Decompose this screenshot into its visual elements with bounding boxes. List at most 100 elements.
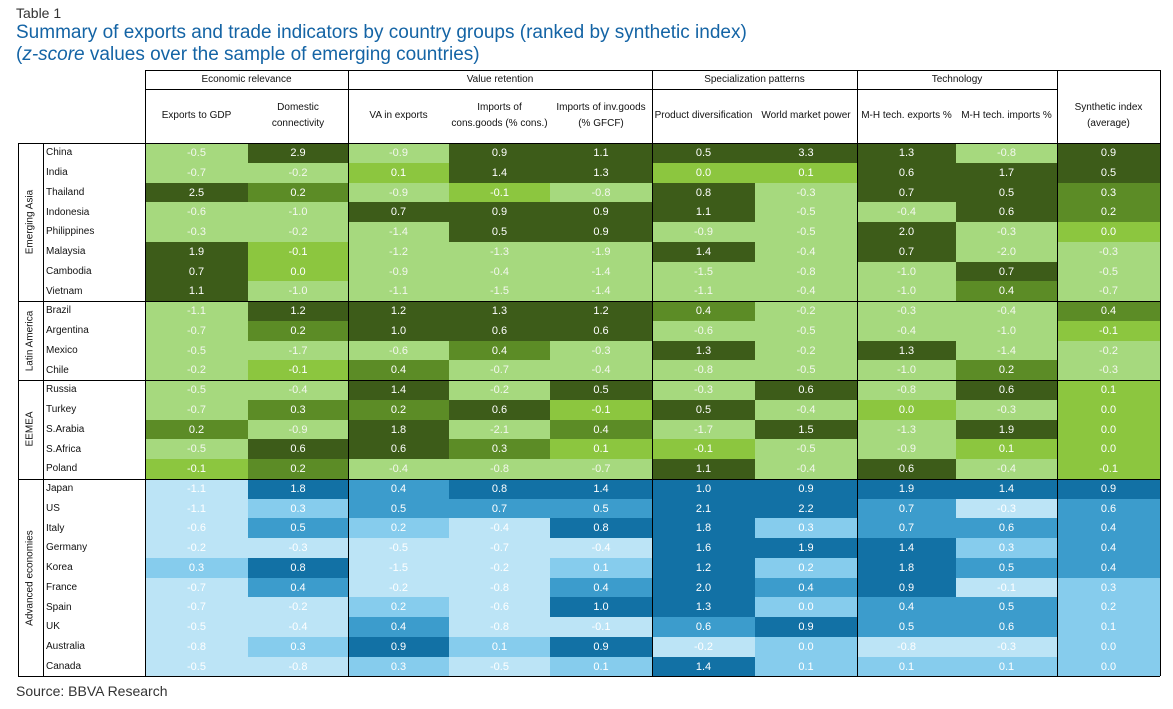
table-cell: 0.6 bbox=[652, 617, 755, 638]
table-cell: -0.7 bbox=[1057, 281, 1160, 302]
table-cell: 0.1 bbox=[755, 162, 857, 183]
table-cell: 0.5 bbox=[550, 498, 652, 519]
table-cell: 0.5 bbox=[248, 518, 348, 539]
table-cell: 0.8 bbox=[550, 518, 652, 539]
table-cell: 0.2 bbox=[248, 320, 348, 341]
table-cell: -1.0 bbox=[248, 281, 348, 302]
table-cell: -0.2 bbox=[248, 597, 348, 618]
table-cell: -0.2 bbox=[449, 380, 550, 401]
table-cell: 0.9 bbox=[1057, 478, 1160, 499]
table-cell: 0.6 bbox=[449, 399, 550, 420]
table-cell: 0.5 bbox=[857, 617, 956, 638]
table-cell: -0.8 bbox=[857, 636, 956, 657]
table-cell: -0.9 bbox=[348, 261, 449, 282]
table-cell: 0.7 bbox=[857, 498, 956, 519]
table-cell: 0.9 bbox=[550, 202, 652, 223]
divider-vertical bbox=[1057, 70, 1058, 677]
source-note: Source: BBVA Research bbox=[16, 683, 168, 699]
table-cell: -0.5 bbox=[755, 202, 857, 223]
table-cell: 1.0 bbox=[652, 478, 755, 499]
table-cell: -1.5 bbox=[348, 557, 449, 578]
row-label-country: Malaysia bbox=[46, 246, 86, 258]
table-cell: 0.8 bbox=[449, 478, 550, 499]
table-cell: 0.3 bbox=[1057, 577, 1160, 598]
table-cell: -0.1 bbox=[956, 577, 1057, 598]
table-cell: -0.3 bbox=[956, 498, 1057, 519]
divider-horizontal bbox=[18, 301, 1160, 302]
table-cell: -0.4 bbox=[449, 518, 550, 539]
table-cell: 0.6 bbox=[348, 439, 449, 460]
table-cell: -0.3 bbox=[652, 380, 755, 401]
divider-horizontal bbox=[18, 676, 1160, 678]
table-cell: 1.1 bbox=[145, 281, 248, 302]
row-label-country: Canada bbox=[46, 660, 82, 672]
table-cell: 0.9 bbox=[857, 577, 956, 598]
column-header: M-H tech. exports % bbox=[861, 110, 952, 121]
table-cell: -0.4 bbox=[857, 202, 956, 223]
column-header: World market power bbox=[761, 110, 851, 121]
table-cell: 2.2 bbox=[755, 498, 857, 519]
table-cell: -1.1 bbox=[652, 281, 755, 302]
region-label-text: Latin America bbox=[24, 310, 36, 371]
table-cell: 0.4 bbox=[348, 478, 449, 499]
table-cell: 0.6 bbox=[857, 162, 956, 183]
table-cell: -0.4 bbox=[248, 380, 348, 401]
table-cell: -1.7 bbox=[248, 340, 348, 361]
table-cell: 0.2 bbox=[755, 557, 857, 578]
table-cell: -0.3 bbox=[1057, 241, 1160, 262]
column-header: Product diversification bbox=[654, 110, 753, 121]
row-label-country: Germany bbox=[46, 542, 88, 554]
table-cell: 0.1 bbox=[550, 557, 652, 578]
row-label-country: Korea bbox=[46, 562, 73, 574]
table-cell: -0.4 bbox=[755, 241, 857, 262]
table-cell: 2.5 bbox=[145, 182, 248, 203]
table-cell: 0.0 bbox=[248, 261, 348, 282]
table-cell: 1.2 bbox=[652, 557, 755, 578]
table-cell: -0.7 bbox=[145, 399, 248, 420]
table-cell: 0.6 bbox=[1057, 498, 1160, 519]
table-cell: 1.1 bbox=[652, 459, 755, 480]
table-cell: -1.1 bbox=[145, 498, 248, 519]
table-cell: 0.1 bbox=[956, 439, 1057, 460]
table-cell: -0.2 bbox=[755, 340, 857, 361]
table-cell: -0.5 bbox=[145, 439, 248, 460]
table-cell: -0.2 bbox=[652, 636, 755, 657]
table-cell: -0.3 bbox=[956, 222, 1057, 243]
row-label-country: Vietnam bbox=[46, 285, 83, 297]
region-label: Emerging Asia bbox=[18, 143, 42, 301]
table-cell: 1.1 bbox=[652, 202, 755, 223]
table-cell: -0.4 bbox=[550, 538, 652, 559]
table-cell: -0.3 bbox=[550, 340, 652, 361]
table-cell: 1.4 bbox=[550, 478, 652, 499]
row-label-country: Poland bbox=[46, 463, 78, 475]
region-label-text: Emerging Asia bbox=[24, 189, 36, 255]
table-cell: -0.8 bbox=[449, 577, 550, 598]
row-label-country: Japan bbox=[46, 483, 74, 495]
column-header: VA in exports bbox=[369, 110, 428, 121]
region-label-text: EEMEA bbox=[24, 411, 36, 447]
table-cell: 1.4 bbox=[857, 538, 956, 559]
row-label-country: Philippines bbox=[46, 226, 95, 238]
table-cell: -1.0 bbox=[857, 281, 956, 302]
table-cell: 0.4 bbox=[755, 577, 857, 598]
title-line-1: Summary of exports and trade indicators … bbox=[16, 22, 747, 43]
table-cell: 0.6 bbox=[550, 320, 652, 341]
table-cell: -0.6 bbox=[449, 597, 550, 618]
table-cell: -0.8 bbox=[449, 459, 550, 480]
table-cell: -1.1 bbox=[145, 478, 248, 499]
table-cell: 1.7 bbox=[956, 162, 1057, 183]
table-cell: 1.3 bbox=[550, 162, 652, 183]
table-cell: 1.6 bbox=[652, 538, 755, 559]
table-cell: 0.3 bbox=[1057, 182, 1160, 203]
table-cell: -1.5 bbox=[652, 261, 755, 282]
table-cell: 0.2 bbox=[348, 518, 449, 539]
table-cell: 0.1 bbox=[857, 656, 956, 677]
region-label: Latin America bbox=[18, 301, 42, 380]
divider-vertical bbox=[348, 70, 349, 677]
table-cell: 0.4 bbox=[449, 340, 550, 361]
table-cell: 0.4 bbox=[857, 597, 956, 618]
table-cell: 0.4 bbox=[1057, 301, 1160, 322]
row-label-country: Russia bbox=[46, 384, 77, 396]
divider-horizontal bbox=[18, 380, 1160, 381]
table-cell: -0.7 bbox=[449, 360, 550, 381]
